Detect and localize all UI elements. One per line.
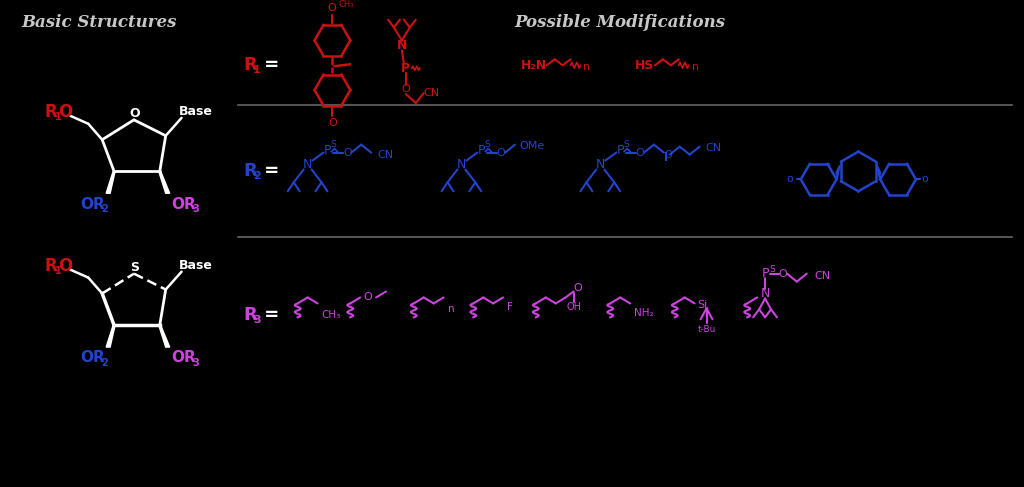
Text: CN: CN [706, 143, 722, 152]
Text: P: P [477, 144, 485, 157]
Text: NH₂: NH₂ [634, 308, 653, 318]
Text: R: R [44, 103, 57, 121]
Text: O: O [778, 269, 787, 279]
Text: =: = [258, 306, 280, 324]
Text: R: R [243, 306, 257, 324]
Text: N: N [396, 39, 408, 52]
Text: S: S [624, 140, 629, 149]
Text: O: O [364, 293, 373, 302]
Text: n: n [584, 62, 591, 72]
Text: 1: 1 [55, 266, 61, 276]
Text: 3: 3 [193, 204, 199, 214]
Text: 3: 3 [253, 315, 261, 325]
Text: CN: CN [377, 150, 393, 160]
Text: o: o [922, 174, 929, 185]
Text: O: O [328, 118, 337, 128]
Text: N: N [457, 158, 466, 171]
Text: 1: 1 [253, 65, 261, 75]
Text: n: n [691, 62, 698, 72]
Text: Possible Modifications: Possible Modifications [515, 14, 726, 31]
Text: S: S [130, 261, 139, 274]
Text: S: S [331, 140, 336, 149]
Text: OR: OR [80, 197, 104, 212]
Text: O: O [573, 282, 582, 293]
Text: O: O [58, 257, 73, 275]
Text: CN: CN [815, 271, 830, 281]
Text: =: = [258, 56, 280, 74]
Text: S: S [769, 265, 775, 274]
Polygon shape [106, 171, 115, 193]
Text: 3: 3 [193, 358, 199, 368]
Text: P: P [401, 62, 411, 75]
Text: CH₃: CH₃ [322, 310, 341, 320]
Polygon shape [159, 171, 170, 193]
Text: OH: OH [566, 302, 581, 312]
Text: Si: Si [697, 300, 708, 310]
Text: Base: Base [178, 105, 212, 118]
Text: S: S [484, 140, 490, 149]
Text: t-Bu: t-Bu [697, 325, 716, 334]
Text: H₂N: H₂N [521, 59, 547, 72]
Text: O: O [58, 103, 73, 121]
Text: CH₃: CH₃ [338, 0, 354, 9]
Text: O: O [343, 148, 351, 158]
Text: O: O [401, 84, 411, 94]
Text: HS: HS [635, 59, 654, 72]
Text: O: O [636, 148, 644, 158]
Text: Basic Structures: Basic Structures [22, 14, 177, 31]
Text: OMe: OMe [519, 141, 544, 150]
Text: F: F [507, 302, 513, 312]
Polygon shape [159, 325, 170, 347]
Text: N: N [596, 158, 605, 171]
Text: Base: Base [178, 259, 212, 272]
Text: R: R [243, 163, 257, 181]
Text: OR: OR [80, 351, 104, 366]
Text: P: P [616, 144, 624, 157]
Text: o: o [786, 174, 793, 185]
Text: 2: 2 [253, 171, 261, 181]
Text: R: R [243, 56, 257, 74]
Text: O: O [664, 150, 672, 160]
Text: O: O [327, 3, 336, 13]
Text: P: P [761, 267, 769, 280]
Text: O: O [497, 148, 506, 158]
Text: 2: 2 [100, 204, 108, 214]
Text: OR: OR [171, 197, 196, 212]
Text: P: P [324, 144, 331, 157]
Text: O: O [130, 107, 140, 120]
Text: n: n [447, 304, 455, 315]
Polygon shape [106, 325, 115, 347]
Text: N: N [303, 158, 312, 171]
Text: R: R [44, 257, 57, 275]
Text: OR: OR [171, 351, 196, 366]
Text: N: N [761, 287, 770, 300]
Text: 2: 2 [100, 358, 108, 368]
Text: CN: CN [424, 88, 439, 98]
Text: 1: 1 [55, 112, 61, 122]
Text: =: = [258, 163, 280, 181]
